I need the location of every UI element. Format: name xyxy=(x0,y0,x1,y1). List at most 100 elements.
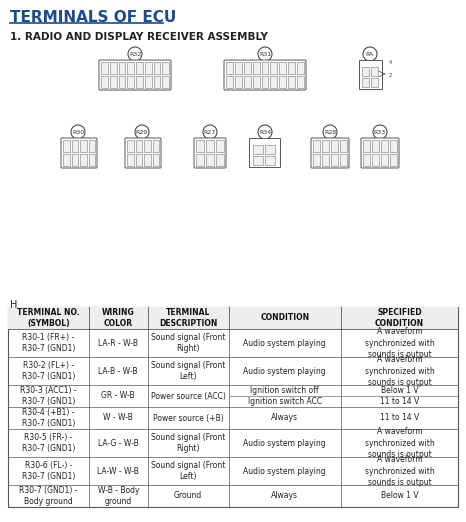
Text: Audio system playing: Audio system playing xyxy=(243,438,326,447)
Bar xyxy=(8,307,458,507)
Text: 11 to 14 V: 11 to 14 V xyxy=(380,397,419,406)
Bar xyxy=(371,78,378,87)
Text: R30: R30 xyxy=(72,129,84,135)
Text: Always: Always xyxy=(271,413,298,422)
Bar xyxy=(136,62,143,74)
Bar xyxy=(390,140,397,152)
Bar xyxy=(127,76,134,88)
Bar xyxy=(253,145,263,154)
Text: GR - W-B: GR - W-B xyxy=(102,392,135,400)
Bar xyxy=(206,154,214,166)
FancyBboxPatch shape xyxy=(361,138,399,168)
Text: R28: R28 xyxy=(324,129,336,135)
Text: LA-R - W-B: LA-R - W-B xyxy=(98,338,138,348)
Text: R29: R29 xyxy=(136,129,148,135)
Bar xyxy=(152,140,159,152)
Bar xyxy=(63,154,69,166)
Bar xyxy=(162,76,169,88)
Bar xyxy=(297,76,304,88)
Text: Audio system playing: Audio system playing xyxy=(243,338,326,348)
Bar xyxy=(127,140,133,152)
Bar xyxy=(253,76,260,88)
Bar xyxy=(288,62,295,74)
Bar xyxy=(63,140,69,152)
Bar xyxy=(145,62,151,74)
Text: R30-6 (FL-) -
R30-7 (GND1): R30-6 (FL-) - R30-7 (GND1) xyxy=(22,461,75,481)
Text: Ignition switch off: Ignition switch off xyxy=(250,386,319,395)
Bar xyxy=(110,62,116,74)
Text: TERMINAL NO.
(SYMBOL): TERMINAL NO. (SYMBOL) xyxy=(17,308,80,328)
Text: Below 1 V: Below 1 V xyxy=(381,492,418,501)
Bar xyxy=(265,145,275,154)
Text: Ground: Ground xyxy=(174,492,202,501)
FancyBboxPatch shape xyxy=(125,138,161,168)
Bar xyxy=(118,76,125,88)
FancyBboxPatch shape xyxy=(61,138,97,168)
Bar xyxy=(89,154,95,166)
Text: R30-3 (ACC1) -
R30-7 (GND1): R30-3 (ACC1) - R30-7 (GND1) xyxy=(20,386,77,406)
Bar xyxy=(363,140,370,152)
Bar xyxy=(127,62,134,74)
Text: TERMINAL
DESCRIPTION: TERMINAL DESCRIPTION xyxy=(159,308,217,328)
FancyBboxPatch shape xyxy=(359,61,383,89)
Bar xyxy=(253,156,263,165)
Text: Power source (ACC): Power source (ACC) xyxy=(151,392,226,400)
Text: R31: R31 xyxy=(259,52,271,56)
Bar xyxy=(235,62,242,74)
Bar xyxy=(226,62,233,74)
Text: 4: 4 xyxy=(389,60,392,65)
Text: R30-4 (+B1) -
R30-7 (GND1): R30-4 (+B1) - R30-7 (GND1) xyxy=(22,408,75,428)
Text: TERMINALS OF ECU: TERMINALS OF ECU xyxy=(10,10,176,25)
Text: Audio system playing: Audio system playing xyxy=(243,467,326,476)
Bar xyxy=(216,140,224,152)
Bar xyxy=(101,76,108,88)
Bar xyxy=(322,140,329,152)
Bar xyxy=(331,140,338,152)
Text: Ignition switch ACC: Ignition switch ACC xyxy=(248,397,322,406)
Text: R30-5 (FR-) -
R30-7 (GND1): R30-5 (FR-) - R30-7 (GND1) xyxy=(22,433,75,453)
Bar xyxy=(372,154,379,166)
Text: Always: Always xyxy=(271,492,298,501)
Text: H: H xyxy=(10,300,17,310)
FancyBboxPatch shape xyxy=(99,60,171,90)
Text: WIRING
COLOR: WIRING COLOR xyxy=(102,308,135,328)
Text: Power source (+B): Power source (+B) xyxy=(153,413,223,422)
Bar xyxy=(162,62,169,74)
Text: CONDITION: CONDITION xyxy=(260,314,309,323)
Bar xyxy=(362,78,369,87)
Text: LA-G - W-B: LA-G - W-B xyxy=(98,438,138,447)
Bar xyxy=(279,76,286,88)
Text: LA-W - W-B: LA-W - W-B xyxy=(97,467,139,476)
Bar xyxy=(340,140,347,152)
Bar xyxy=(127,154,133,166)
Text: R27: R27 xyxy=(204,129,216,135)
Bar xyxy=(71,140,78,152)
Bar xyxy=(313,140,320,152)
Bar xyxy=(153,76,160,88)
Text: LA-B - W-B: LA-B - W-B xyxy=(98,366,138,375)
Bar xyxy=(110,76,116,88)
Bar xyxy=(270,76,277,88)
Bar xyxy=(381,154,388,166)
Text: A waveform
synchronized with
sounds is output: A waveform synchronized with sounds is o… xyxy=(364,327,434,359)
Bar xyxy=(216,154,224,166)
Text: Sound signal (Front
Right): Sound signal (Front Right) xyxy=(151,433,225,453)
Bar xyxy=(118,62,125,74)
Text: R30-7 (GND1) -
Body ground: R30-7 (GND1) - Body ground xyxy=(19,486,78,506)
Bar xyxy=(362,67,369,76)
Bar xyxy=(136,76,143,88)
Bar xyxy=(89,140,95,152)
Bar xyxy=(371,67,378,76)
Bar xyxy=(297,62,304,74)
Text: W - W-B: W - W-B xyxy=(103,413,133,422)
Bar xyxy=(340,154,347,166)
FancyBboxPatch shape xyxy=(194,138,226,168)
Text: Below 1 V: Below 1 V xyxy=(381,386,418,395)
Bar xyxy=(279,62,286,74)
Text: Audio system playing: Audio system playing xyxy=(243,366,326,375)
Bar xyxy=(196,140,204,152)
Bar xyxy=(261,76,268,88)
Bar xyxy=(313,154,320,166)
Text: Sound signal (Front
Left): Sound signal (Front Left) xyxy=(151,461,225,481)
Text: Sound signal (Front
Left): Sound signal (Front Left) xyxy=(151,361,225,381)
